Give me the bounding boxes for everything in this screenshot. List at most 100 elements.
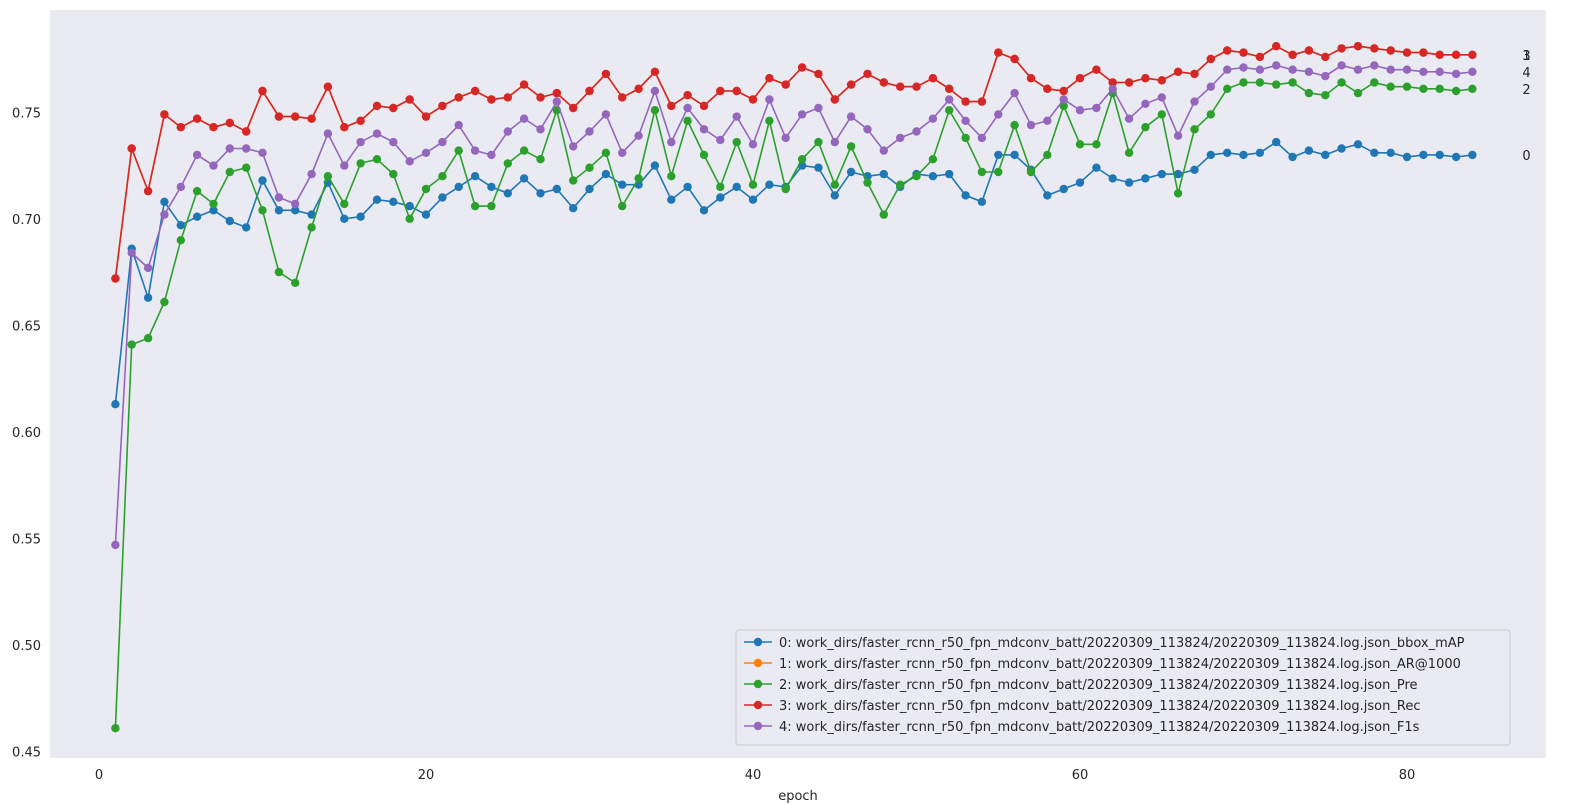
data-point xyxy=(389,197,398,206)
data-point xyxy=(1026,74,1036,83)
y-tick-label: 0.70 xyxy=(12,213,41,228)
data-point xyxy=(945,95,954,104)
data-point xyxy=(1451,152,1461,162)
data-point xyxy=(389,169,398,179)
data-point xyxy=(797,63,807,72)
data-point xyxy=(1239,150,1248,160)
data-point xyxy=(519,114,529,123)
data-point xyxy=(814,163,823,172)
data-point xyxy=(209,123,218,132)
data-point xyxy=(1386,82,1395,91)
data-point xyxy=(732,86,741,96)
data-point xyxy=(1370,148,1379,157)
data-point xyxy=(846,80,856,89)
data-point xyxy=(1173,131,1183,140)
data-point xyxy=(945,106,954,115)
data-point xyxy=(421,112,431,121)
data-point xyxy=(1124,114,1134,123)
data-point xyxy=(1075,106,1085,115)
data-point xyxy=(896,133,905,143)
x-tick-label: 0 xyxy=(95,768,103,783)
data-point xyxy=(1239,48,1248,57)
data-point xyxy=(372,195,382,204)
data-point xyxy=(1075,178,1085,187)
data-point xyxy=(372,155,382,164)
data-point xyxy=(781,80,790,89)
data-point xyxy=(569,142,578,151)
data-point xyxy=(454,182,463,192)
data-point xyxy=(1353,140,1363,149)
data-point xyxy=(225,167,234,177)
data-point xyxy=(994,110,1003,119)
data-point xyxy=(683,182,692,192)
data-point xyxy=(438,137,447,147)
data-point xyxy=(1141,99,1150,109)
data-point xyxy=(1141,174,1150,183)
data-point xyxy=(1206,110,1216,119)
data-point xyxy=(519,146,529,155)
y-tick-label: 0.75 xyxy=(12,106,41,121)
data-point xyxy=(209,161,218,170)
data-point xyxy=(438,101,447,111)
data-point xyxy=(160,297,169,307)
y-tick-label: 0.65 xyxy=(12,319,41,334)
data-point xyxy=(650,106,660,115)
data-point xyxy=(323,172,333,181)
data-point xyxy=(830,137,839,147)
data-point xyxy=(1157,169,1167,179)
data-point xyxy=(928,74,938,83)
data-point xyxy=(340,214,349,223)
data-point xyxy=(961,191,970,200)
data-point xyxy=(1010,54,1019,64)
data-point xyxy=(389,103,398,113)
data-point xyxy=(291,112,300,121)
data-point xyxy=(814,69,823,79)
data-point xyxy=(1402,65,1412,74)
data-point xyxy=(830,191,839,200)
legend-item: 2: work_dirs/faster_rcnn_r50_fpn_mdconv_… xyxy=(744,678,1418,693)
data-point xyxy=(1304,67,1314,77)
data-point xyxy=(994,150,1003,160)
data-point xyxy=(863,178,872,187)
data-point xyxy=(503,93,512,102)
data-point xyxy=(879,146,888,155)
data-point xyxy=(1026,167,1036,177)
data-point xyxy=(846,112,856,121)
data-point xyxy=(487,201,496,211)
data-point xyxy=(1124,148,1134,157)
data-point xyxy=(1386,65,1395,74)
data-point xyxy=(765,116,774,126)
data-point xyxy=(1157,76,1167,85)
data-point xyxy=(879,78,888,87)
data-point xyxy=(340,199,349,209)
data-point xyxy=(176,236,185,245)
data-point xyxy=(258,206,267,215)
data-point xyxy=(1010,150,1019,160)
data-point xyxy=(1190,125,1199,134)
data-point xyxy=(323,82,333,91)
data-point xyxy=(1092,140,1101,149)
data-point xyxy=(1386,148,1395,157)
data-point xyxy=(127,144,136,153)
data-point xyxy=(928,172,938,181)
data-point xyxy=(438,172,447,181)
data-point xyxy=(601,110,611,119)
data-point xyxy=(765,180,774,189)
data-point xyxy=(536,93,545,102)
legend-marker xyxy=(753,637,763,647)
data-point xyxy=(1419,84,1428,94)
data-point xyxy=(242,223,251,232)
data-point xyxy=(1092,163,1101,172)
data-point xyxy=(814,103,823,113)
data-point xyxy=(487,95,496,104)
data-point xyxy=(225,216,234,226)
data-point xyxy=(1353,65,1363,74)
data-point xyxy=(650,161,660,170)
data-point xyxy=(405,201,414,211)
data-point xyxy=(781,133,790,143)
data-point xyxy=(1321,150,1330,160)
data-point xyxy=(1402,82,1412,91)
data-point xyxy=(1108,78,1117,87)
data-point xyxy=(421,184,431,194)
data-point xyxy=(569,204,578,213)
